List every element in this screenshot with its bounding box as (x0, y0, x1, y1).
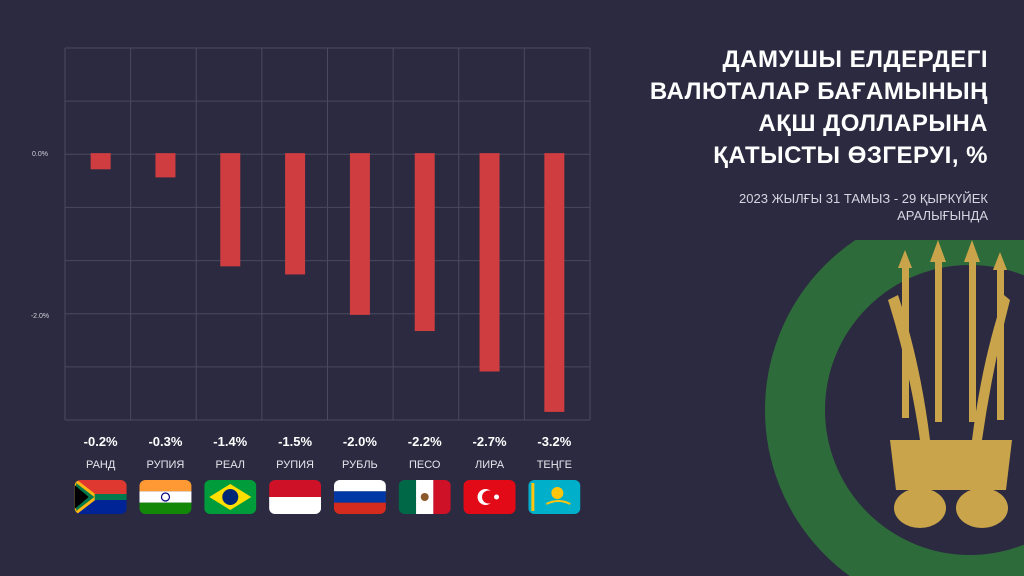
bar (349, 153, 370, 315)
y-tick-label: 0.0% (32, 151, 48, 158)
bar (544, 153, 565, 412)
category-label: РУБЛЬ (342, 459, 378, 471)
flag-turkey-icon (463, 480, 516, 514)
bar (414, 153, 435, 332)
flag-part (139, 502, 192, 514)
chart-title: ДАМУШЫ ЕЛДЕРДЕГІ ВАЛЮТАЛАР БАҒАМЫНЫҢ АҚШ… (588, 44, 988, 172)
emblem-green-ring (765, 240, 1024, 576)
flag-part (494, 494, 500, 500)
chart-subtitle: 2023 ЖЫЛҒЫ 31 ТАМЫЗ - 29 ҚЫРКҮЙЕК АРАЛЫҒ… (588, 190, 988, 224)
flag-part (74, 485, 89, 509)
flag-part (222, 489, 239, 505)
grid (64, 47, 591, 421)
data-label: -2.7% (473, 434, 507, 449)
category-label: ПЕСО (409, 459, 441, 471)
flag-part (433, 480, 451, 514)
data-label: -1.4% (213, 434, 247, 449)
flag-part (160, 492, 171, 502)
y-tick-label: -2.0% (31, 313, 49, 320)
bar (285, 153, 306, 275)
chart-title-line: ҚАТЫСТЫ ӨЗГЕРУІ, % (713, 142, 988, 169)
category-label: РАНД (86, 459, 116, 471)
flag-indonesia-icon (269, 480, 322, 514)
flag-part (333, 491, 386, 503)
flag-part (269, 480, 322, 497)
flag-south-africa-icon (74, 480, 127, 514)
category-label: ЛИРА (475, 459, 505, 471)
flag-brazil-icon (204, 480, 257, 514)
flag-part (333, 502, 386, 514)
bar (479, 153, 500, 372)
flag-part (333, 480, 386, 492)
chart-title-line: ДАМУШЫ ЕЛДЕРДЕГІ (722, 46, 988, 73)
bar (155, 153, 176, 178)
flag-part (551, 487, 564, 499)
data-label: -3.2% (537, 434, 571, 449)
flag-part (531, 483, 535, 511)
flag-mexico-icon (398, 480, 451, 514)
chart-subtitle-line: 2023 ЖЫЛҒЫ 31 ТАМЫЗ - 29 ҚЫРКҮЙЕК (739, 191, 988, 206)
data-label: -1.5% (278, 434, 312, 449)
emblem-gold-ornament (888, 240, 1012, 528)
bar (220, 153, 241, 267)
chart-subtitle-line: АРАЛЫҒЫНДА (897, 208, 988, 223)
chart-title-line: ВАЛЮТАЛАР БАҒАМЫНЫҢ (649, 78, 988, 105)
category-label: РУПИЯ (147, 459, 185, 471)
data-label: -2.2% (408, 434, 442, 449)
flag-part (545, 500, 571, 505)
flag-russia-icon (333, 480, 386, 514)
data-label: -0.2% (84, 434, 118, 449)
flag-part (139, 480, 192, 492)
flag-part (269, 497, 322, 514)
flag-part (94, 494, 127, 500)
data-label: -0.3% (148, 434, 182, 449)
flag-part (139, 491, 192, 503)
category-label: РЕАЛ (216, 459, 245, 471)
category-label: РУПИЯ (276, 459, 314, 471)
flag-kazakhstan-icon (528, 480, 581, 514)
bar (90, 153, 111, 170)
data-label: -2.0% (343, 434, 377, 449)
national-bank-emblem-icon (765, 240, 1024, 576)
flag-india-icon (139, 480, 192, 514)
flag-part (482, 490, 496, 504)
category-label: ТЕҢГЕ (537, 459, 572, 471)
chart-title-line: АҚШ ДОЛЛАРЫНА (758, 110, 988, 137)
flag-part (420, 493, 429, 501)
flag-part (398, 480, 417, 514)
